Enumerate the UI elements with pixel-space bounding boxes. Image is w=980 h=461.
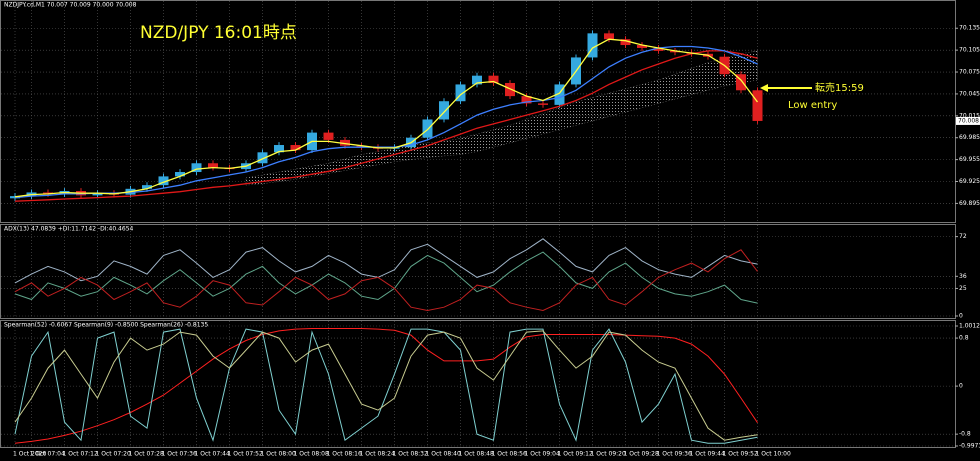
candle-body [422,119,433,138]
y-tick-label: 0 [959,313,963,320]
candle-body [620,39,631,46]
y-tick-label: 0 [959,383,963,390]
y-tick-label: 70.135 [959,25,980,32]
indicator-line [14,238,758,284]
y-tick-label: 70.105 [959,47,980,54]
y-tick-label: 72 [959,233,967,240]
last-price-tag [956,116,980,125]
candle-body [604,33,614,40]
x-tick-label: 1 Oct 08:48 [459,451,494,458]
arrow-head [760,84,768,92]
indicator-header: ADX(13) 47.0839 +DI:11.7142 -DI:40.4654 [4,226,134,233]
panel-border [0,320,956,448]
x-tick-label: 1 Oct 2020 [13,451,46,458]
x-tick-label: 1 Oct 09:44 [690,451,725,458]
candle-body [538,103,548,105]
candle-body [323,132,334,140]
y-tick-label: 69.955 [959,156,980,163]
annotation: Low entry [788,100,837,111]
moving-average [14,38,759,198]
indicator-line [14,251,758,304]
candle-body [472,75,482,85]
x-tick-label: 1 Oct 07:20 [96,451,131,458]
x-tick-label: 1 Oct 07:36 [162,451,197,458]
x-tick-label: 1 Oct 07:52 [228,451,263,458]
x-tick-label: 1 Oct 07:12 [63,451,98,458]
candle-body [142,185,152,189]
x-tick-label: 1 Oct 09:52 [723,451,758,458]
y-tick-label: 0.8 [959,335,969,342]
x-tick-label: 1 Oct 07:28 [129,451,164,458]
x-tick-label: 1 Oct 09:28 [624,451,659,458]
last-price-label: 70.008 [958,117,979,124]
candle-body [653,47,664,51]
y-tick-label: 1.0012 [959,323,980,330]
candle-body [488,75,499,83]
candle-body [356,145,367,148]
y-tick-label: -0.9973 [959,443,980,450]
candle-body [191,163,202,173]
indicator-line [14,328,758,444]
candle-body [455,84,466,102]
candle-body [175,172,185,177]
candle-body [208,163,218,168]
x-tick-label: 1 Oct 08:40 [426,451,461,458]
candle-body [670,50,680,53]
frame [0,0,956,448]
y-tick-label: 69.895 [959,200,980,207]
x-tick-label: 1 Oct 07:44 [195,451,230,458]
candle-body [554,84,565,105]
candle-body [637,45,647,48]
y-tick-label: 70.075 [959,69,980,76]
y-tick-label: 36 [959,273,967,280]
x-tick-label: 1 Oct 10:00 [756,451,791,458]
moving-average [14,50,758,202]
x-tick-label: 1 Oct 08:24 [360,451,395,458]
y-tick-label: 69.985 [959,134,980,141]
x-tick-label: 1 Oct 08:16 [327,451,362,458]
candle-body [158,176,169,186]
candle-body [521,96,532,104]
y-tick-label: 25 [959,285,967,292]
candle-body [257,152,268,164]
annotation: 転売15:59 [815,81,864,94]
candle-body [505,82,515,97]
panel-border [0,0,956,223]
x-tick-label: 1 Oct 09:04 [525,451,560,458]
y-tick-label: 70.015 [959,112,980,119]
x-tick-label: 1 Oct 08:56 [492,451,527,458]
indicator-line [14,328,758,444]
y-tick-label: -0.8 [959,431,971,438]
panel-border [0,224,956,319]
indicator-line [14,330,758,441]
candle-body [274,145,284,153]
x-tick-label: 1 Oct 08:32 [393,451,428,458]
indicator-line [14,249,758,312]
x-tick-label: 1 Oct 09:20 [591,451,626,458]
chart-title: NZD/JPY 16:01時点 [140,23,297,43]
x-tick-label: 1 Oct 07:04 [30,451,65,458]
x-tick-label: 1 Oct 08:08 [294,451,329,458]
candle-body [340,139,350,146]
candle-body [439,101,449,120]
candle-body [752,90,763,121]
x-tick-label: 1 Oct 09:12 [558,451,593,458]
x-tick-label: 1 Oct 09:36 [657,451,692,458]
chart-header: NZDJPY.cd,M1 70.007 70.009 70.000 70.008 [4,2,137,9]
indicator-header: Spearman(52) -0.6067 Spearman(9) -0.8500… [4,322,208,329]
y-tick-label: 70.045 [959,90,980,97]
candle-body [587,33,598,58]
y-tick-label: 69.925 [959,178,980,185]
x-tick-label: 1 Oct 08:00 [261,451,296,458]
moving-average [14,45,758,199]
candle-body [736,74,746,91]
candle-body [92,193,103,196]
candle-body [290,145,301,151]
candle-body [43,192,53,194]
ichimoku-cloud [245,50,758,186]
